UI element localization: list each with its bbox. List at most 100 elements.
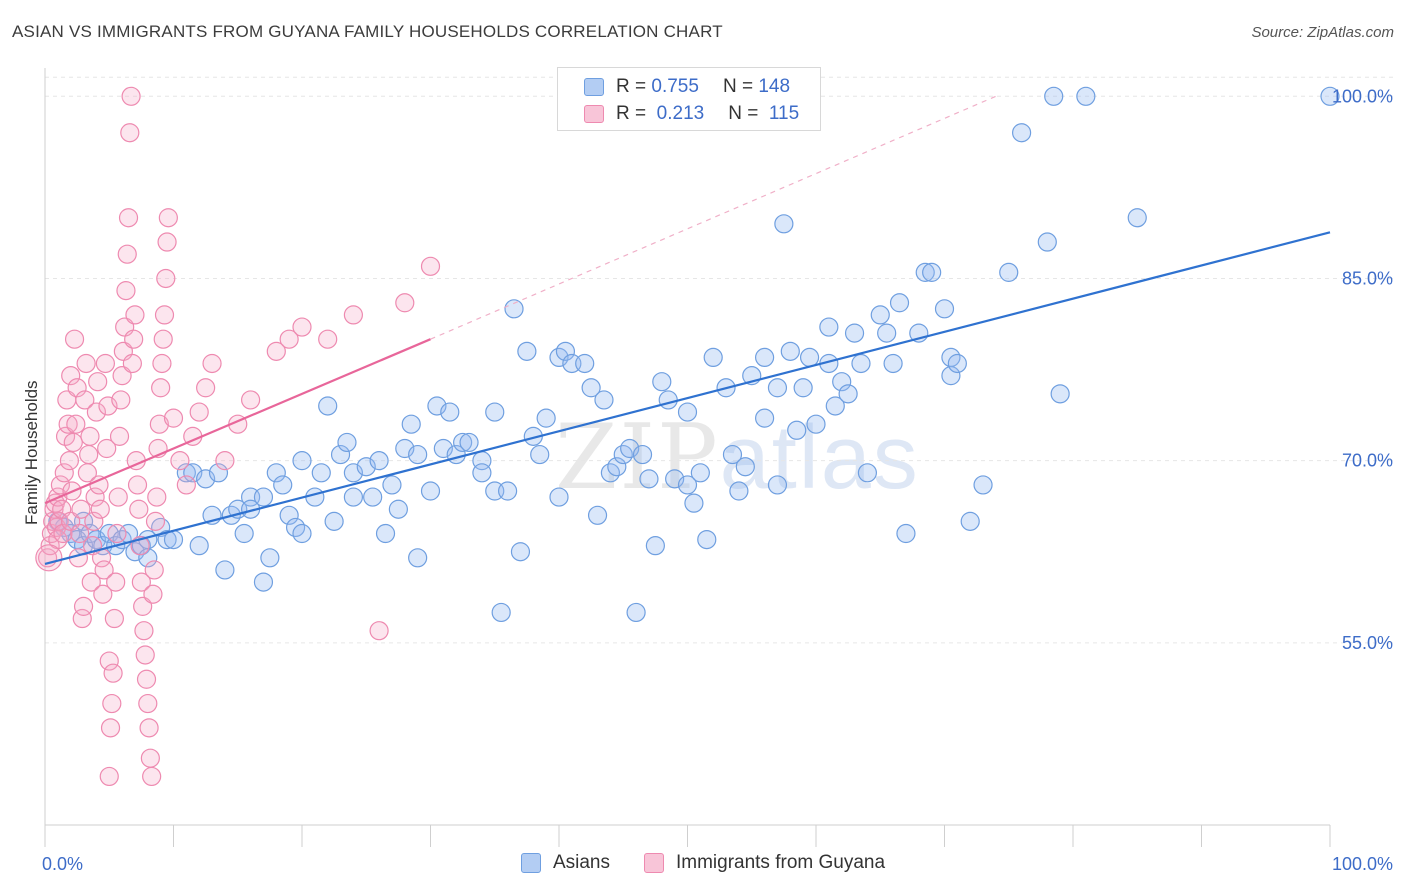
data-point	[107, 523, 127, 544]
data-point	[459, 432, 479, 453]
data-point	[292, 317, 312, 337]
data-point	[253, 572, 274, 592]
data-point	[857, 463, 878, 483]
data-point	[163, 408, 184, 428]
legend-label-asians: Asians	[552, 852, 610, 873]
series-layer	[35, 86, 1340, 787]
data-point	[754, 408, 775, 428]
data-point	[440, 402, 460, 422]
data-point	[122, 353, 142, 374]
data-point	[395, 293, 415, 313]
legend-item-asians[interactable]: Asians	[520, 848, 610, 878]
data-point	[189, 402, 209, 422]
y-tick-label: 55.0%	[1342, 633, 1393, 653]
data-point	[799, 347, 820, 368]
data-point	[754, 347, 775, 368]
data-point	[729, 481, 749, 501]
data-point	[139, 718, 159, 738]
trend-line-asians	[44, 231, 1331, 565]
x-tick-label: 0.0%	[42, 854, 83, 874]
data-point	[735, 457, 755, 477]
data-point	[99, 766, 119, 787]
data-point	[75, 390, 95, 410]
data-point	[76, 353, 96, 374]
data-point	[241, 390, 261, 410]
data-point	[170, 451, 190, 471]
data-point	[85, 487, 105, 507]
chart-source: Source: ZipAtlas.com	[1251, 24, 1394, 41]
data-point	[420, 256, 441, 276]
data-point	[819, 317, 839, 337]
data-point	[1127, 208, 1147, 228]
data-point	[960, 511, 980, 531]
legend-n-value: 148	[758, 76, 791, 97]
data-point	[73, 596, 94, 616]
data-point	[143, 584, 163, 604]
data-point	[915, 262, 935, 282]
data-point	[102, 693, 122, 714]
data-point	[934, 299, 955, 319]
data-point	[491, 602, 511, 623]
data-point	[88, 372, 108, 392]
data-point	[54, 463, 74, 483]
legend-label-guyana: Immigrants from Guyana	[675, 852, 886, 873]
data-point	[58, 414, 78, 434]
data-point	[851, 353, 871, 374]
data-point	[343, 305, 363, 325]
legend-r-label: R =	[616, 76, 647, 97]
data-point	[420, 481, 441, 501]
data-point	[99, 651, 119, 671]
data-point	[1076, 86, 1096, 106]
data-point	[81, 572, 101, 592]
data-point	[61, 366, 81, 386]
data-point	[273, 475, 293, 495]
data-point	[607, 457, 627, 477]
data-point	[375, 523, 396, 544]
data-point	[50, 475, 71, 495]
legend-item-guyana[interactable]: Immigrants from Guyana	[643, 848, 886, 878]
data-point	[896, 523, 916, 544]
data-point	[658, 390, 678, 410]
trend-line-guyana	[44, 338, 431, 505]
data-point	[127, 475, 148, 495]
data-point	[1050, 384, 1070, 404]
data-point	[999, 262, 1019, 282]
data-point	[208, 463, 229, 483]
data-point	[156, 268, 176, 289]
data-point	[767, 475, 788, 495]
data-point	[780, 341, 800, 361]
data-point	[266, 463, 286, 483]
data-point	[870, 305, 890, 325]
data-point	[59, 451, 80, 471]
data-point	[318, 329, 338, 349]
data-point	[154, 305, 175, 325]
data-point	[121, 86, 141, 106]
data-point	[549, 487, 569, 507]
data-point	[106, 572, 126, 592]
data-point	[1044, 86, 1064, 106]
data-point	[53, 523, 73, 544]
data-point	[343, 487, 363, 507]
data-point	[70, 523, 90, 544]
data-point	[369, 621, 389, 641]
data-point	[787, 420, 807, 440]
x-tick-label: 100.0%	[1332, 854, 1393, 874]
data-point	[947, 353, 967, 374]
legend-n-label: N =	[728, 103, 759, 124]
data-point	[157, 529, 177, 550]
data-point	[279, 329, 299, 349]
data-point	[147, 487, 167, 507]
data-point	[973, 475, 993, 495]
legend-swatch-guyana	[584, 105, 604, 123]
legend-n-value: 115	[768, 103, 800, 124]
data-point	[825, 396, 845, 416]
data-point	[153, 329, 173, 349]
data-point	[149, 414, 169, 434]
data-point	[138, 693, 158, 714]
data-point	[677, 475, 698, 495]
data-point	[125, 305, 145, 325]
data-point	[530, 444, 550, 465]
data-point	[1320, 86, 1340, 106]
data-point	[472, 463, 492, 483]
data-point	[536, 408, 556, 428]
